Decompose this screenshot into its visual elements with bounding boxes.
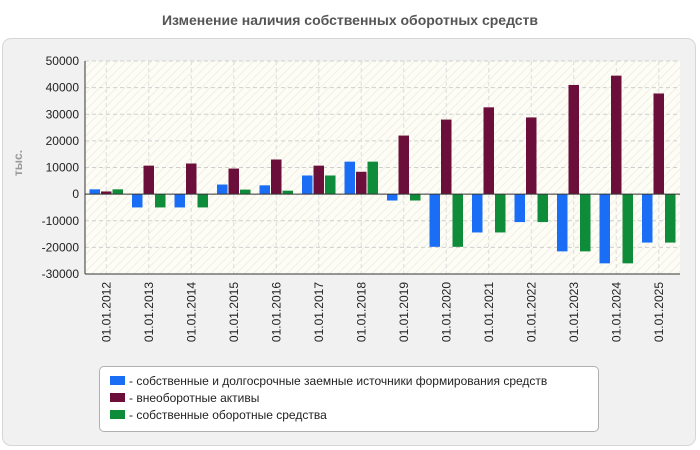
y-tick-label: 50000 (46, 54, 80, 68)
x-tick-label: 01.01.2023 (567, 282, 581, 342)
bar-working-capital-01.01.2025 (665, 194, 676, 243)
bar-sources-01.01.2019 (387, 194, 398, 201)
y-tick-label: -20000 (42, 240, 80, 254)
y-tick-label: 30000 (46, 107, 80, 121)
legend-item-noncurrent-assets: - внеоборотные активы (110, 389, 598, 406)
y-tick-label: -30000 (42, 267, 80, 281)
bar-noncurrent-assets-01.01.2024 (611, 75, 622, 195)
legend-item-sources: - собственные и долгосрочные заемные ист… (110, 372, 598, 389)
bar-working-capital-01.01.2013 (155, 194, 166, 208)
x-tick-label: 01.01.2012 (99, 282, 113, 342)
x-tick-label: 01.01.2025 (652, 282, 666, 342)
legend-swatch-noncurrent-assets (110, 393, 125, 402)
legend-label-sources: - собственные и долгосрочные заемные ист… (129, 373, 548, 388)
legend-text-working-capital: собственные оборотные средства (136, 407, 327, 422)
y-tick-label: 20000 (46, 134, 80, 148)
y-tick-label: 0 (72, 187, 79, 201)
bar-sources-01.01.2015 (217, 184, 228, 195)
bar-sources-01.01.2017 (302, 175, 313, 195)
y-axis-label: тыс. (11, 150, 25, 176)
x-tick-label: 01.01.2013 (142, 282, 156, 342)
legend-label-noncurrent-assets: - внеоборотные активы (129, 390, 260, 405)
x-tick-label: 01.01.2019 (397, 282, 411, 342)
bar-sources-01.01.2020 (429, 194, 440, 247)
bar-noncurrent-assets-01.01.2025 (653, 93, 664, 195)
bar-working-capital-01.01.2021 (495, 194, 506, 233)
bar-noncurrent-assets-01.01.2019 (398, 135, 409, 195)
x-tick-label: 01.01.2015 (227, 282, 241, 342)
bar-sources-01.01.2014 (174, 194, 185, 208)
y-tick-label: -10000 (42, 214, 80, 228)
bar-noncurrent-assets-01.01.2021 (483, 107, 494, 195)
y-tick-label: 40000 (46, 81, 80, 95)
bar-working-capital-01.01.2023 (580, 194, 591, 252)
x-tick-label: 01.01.2014 (184, 282, 198, 342)
x-tick-label: 01.01.2024 (609, 282, 623, 342)
bar-sources-01.01.2016 (259, 185, 270, 195)
bar-working-capital-01.01.2019 (410, 194, 421, 201)
bar-sources-01.01.2021 (472, 194, 483, 233)
legend-swatch-working-capital (110, 410, 125, 419)
bar-sources-01.01.2023 (557, 194, 568, 252)
bar-sources-01.01.2013 (132, 194, 143, 208)
y-tick-label: 10000 (46, 161, 80, 175)
x-tick-label: 01.01.2016 (269, 282, 283, 342)
bar-working-capital-01.01.2015 (240, 189, 251, 195)
bar-working-capital-01.01.2024 (622, 194, 633, 264)
x-tick-label: 01.01.2021 (482, 282, 496, 342)
bar-working-capital-01.01.2022 (537, 194, 548, 223)
bar-noncurrent-assets-01.01.2022 (526, 117, 537, 195)
x-tick-label: 01.01.2018 (354, 282, 368, 342)
x-tick-label: 01.01.2022 (524, 282, 538, 342)
legend-text-noncurrent-assets: внеоборотные активы (136, 390, 260, 405)
legend-text-sources: собственные и долгосрочные заемные источ… (136, 373, 548, 388)
legend: - собственные и долгосрочные заемные ист… (99, 366, 599, 432)
bar-noncurrent-assets-01.01.2016 (271, 159, 282, 195)
bar-working-capital-01.01.2012 (112, 189, 123, 195)
bar-working-capital-01.01.2014 (197, 194, 208, 208)
bar-working-capital-01.01.2020 (452, 194, 463, 247)
legend-item-working-capital: - собственные оборотные средства (110, 406, 598, 423)
bar-noncurrent-assets-01.01.2018 (356, 171, 367, 195)
bar-noncurrent-assets-01.01.2013 (143, 165, 154, 195)
bar-noncurrent-assets-01.01.2012 (101, 191, 112, 195)
bar-working-capital-01.01.2017 (325, 175, 336, 195)
x-tick-label: 01.01.2020 (439, 282, 453, 342)
bar-sources-01.01.2018 (344, 161, 355, 195)
legend-swatch-sources (110, 376, 125, 385)
bar-noncurrent-assets-01.01.2017 (313, 165, 324, 195)
bar-noncurrent-assets-01.01.2023 (568, 84, 579, 195)
bar-noncurrent-assets-01.01.2014 (186, 163, 197, 195)
bar-sources-01.01.2024 (599, 194, 610, 264)
bar-working-capital-01.01.2018 (367, 161, 378, 195)
bar-working-capital-01.01.2016 (282, 190, 293, 195)
chart-title: Изменение наличия собственных оборотных … (161, 12, 539, 28)
bar-noncurrent-assets-01.01.2020 (441, 119, 452, 195)
bar-sources-01.01.2012 (89, 189, 100, 195)
bar-noncurrent-assets-01.01.2015 (228, 168, 239, 195)
bar-sources-01.01.2025 (642, 194, 653, 243)
legend-label-working-capital: - собственные оборотные средства (129, 407, 327, 422)
x-tick-label: 01.01.2017 (312, 282, 326, 342)
bar-sources-01.01.2022 (514, 194, 525, 223)
